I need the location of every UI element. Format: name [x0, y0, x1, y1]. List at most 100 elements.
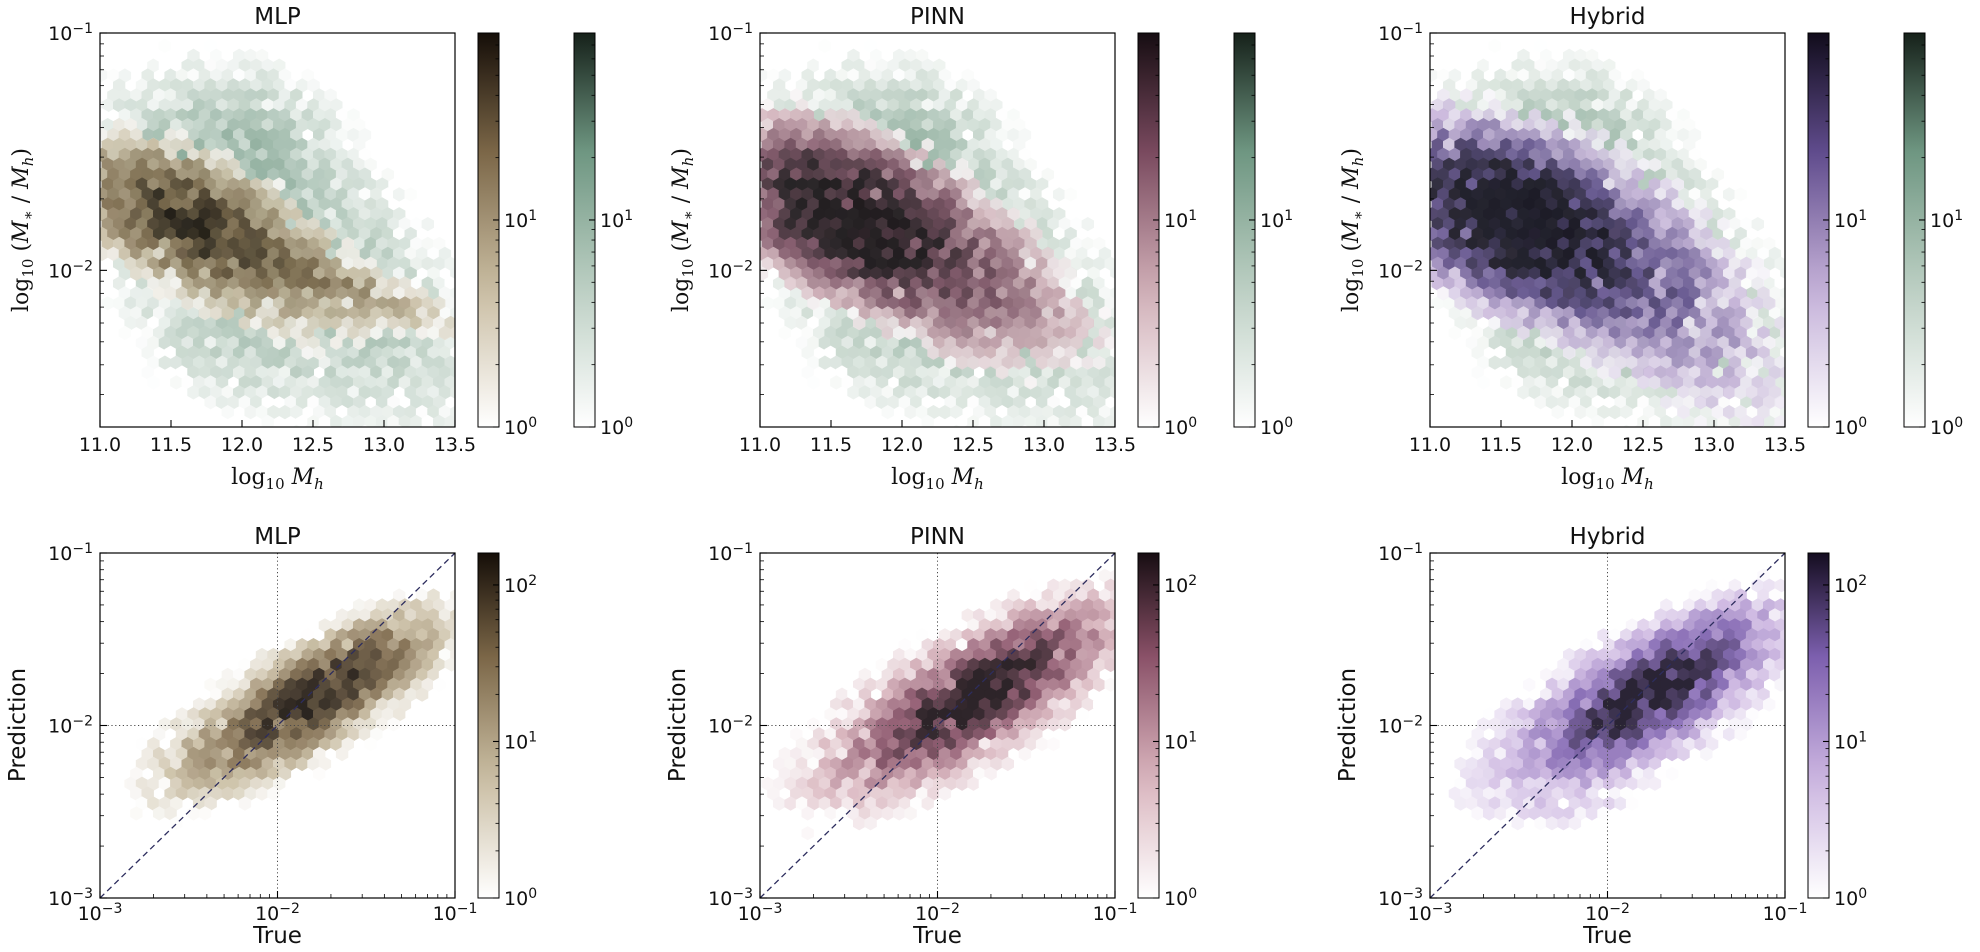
tick-label: 11.0	[1409, 434, 1451, 456]
tick-label: 12.5	[952, 434, 994, 456]
tick-label: 12.5	[292, 434, 334, 456]
tick-label: 100	[1834, 415, 1867, 439]
tick-label: 11.0	[79, 434, 121, 456]
tick-label: 10−2	[48, 714, 93, 738]
hexbin-panel-bottom-hybrid: 10−3 10−2 10−1 10−1 10−2 10−3 102 101 100	[1378, 541, 1867, 925]
tick-label: 101	[504, 208, 537, 232]
hexbin-layer-prediction-vs-true	[761, 568, 1115, 841]
tick-label: 100	[1164, 886, 1197, 910]
panel-title-top-hybrid: Hybrid	[1569, 4, 1646, 30]
tick-label: 10−3	[78, 901, 123, 925]
hexbin-layer-prediction-vs-true	[1448, 568, 1785, 831]
hexbin-panel-bottom-mlp: 10−3 10−2 10−1 10−1 10−2 10−3 102 101 100	[48, 541, 537, 925]
tick-label: 10−2	[1585, 901, 1630, 925]
y-axis-label: log10 (M∗ / Mh)	[669, 148, 697, 312]
x-axis-label: log10 Mh	[1561, 465, 1654, 493]
tick-label: 10−3	[1378, 886, 1423, 910]
identity-line	[759, 552, 1116, 899]
tick-label: 100	[1260, 415, 1293, 439]
tick-label: 13.0	[363, 434, 405, 456]
tick-label: 100	[504, 886, 537, 910]
tick-label: 11.0	[739, 434, 781, 456]
identity-line	[1429, 552, 1786, 899]
hexbin-panel-top-hybrid: 11.0 11.5 12.0 12.5 13.0 13.5 10−1 10−2 log10 Mh…	[1339, 21, 1963, 493]
tick-label: 13.0	[1693, 434, 1735, 456]
panel-title-bottom-mlp: MLP	[254, 524, 301, 550]
tick-label: 10−1	[433, 901, 478, 925]
tick-label: 102	[1164, 573, 1197, 597]
tick-label: 100	[600, 415, 633, 439]
tick-label: 13.5	[1094, 434, 1136, 456]
y-axis-label-prediction-pinn: Prediction	[665, 667, 691, 783]
tick-label: 12.0	[221, 434, 263, 456]
plot-frame	[759, 32, 1116, 428]
tick-label: 10−2	[48, 258, 93, 282]
y-axis-label: log10 (M∗ / Mh)	[1339, 148, 1367, 312]
tick-label: 12.0	[881, 434, 923, 456]
tick-label: 102	[1834, 573, 1867, 597]
colorbar-counts	[477, 552, 500, 899]
x-axis-label-true-hybrid: True	[1583, 923, 1632, 949]
tick-label: 11.5	[1480, 434, 1522, 456]
tick-label: 10−3	[1408, 901, 1453, 925]
tick-label: 10−3	[738, 901, 783, 925]
tick-label: 11.5	[810, 434, 852, 456]
colorbar-prediction-counts	[1137, 32, 1160, 428]
tick-label: 13.5	[1764, 434, 1806, 456]
tick-label: 10−1	[708, 541, 753, 565]
x-axis-label: log10 Mh	[891, 465, 984, 493]
colorbar-prediction-counts	[1807, 32, 1830, 428]
tick-label: 10−1	[1763, 901, 1808, 925]
panel-title-top-mlp: MLP	[254, 4, 301, 30]
x-axis-label-true-pinn: True	[913, 923, 962, 949]
tick-label: 100	[1164, 415, 1197, 439]
tick-label: 100	[1834, 886, 1867, 910]
tick-label: 10−2	[708, 258, 753, 282]
hexbin-layer-prediction	[760, 88, 1115, 390]
tick-label: 10−1	[48, 21, 93, 45]
tick-label: 11.5	[150, 434, 192, 456]
panel-title-bottom-hybrid: Hybrid	[1569, 524, 1646, 550]
tick-label: 10−2	[1378, 714, 1423, 738]
y-axis-label-prediction-mlp: Prediction	[5, 667, 31, 783]
tick-label: 101	[504, 729, 537, 753]
tick-label: 10−2	[915, 901, 960, 925]
tick-label: 10−2	[255, 901, 300, 925]
plot-frame	[1429, 32, 1786, 428]
colorbar-truth-counts	[573, 32, 596, 428]
panel-title-bottom-pinn: PINN	[909, 524, 966, 550]
colorbar-counts	[1807, 552, 1830, 899]
tick-label: 101	[1164, 729, 1197, 753]
colorbar-counts	[1137, 552, 1160, 899]
tick-label: 10−1	[1093, 901, 1138, 925]
tick-label: 10−1	[1378, 541, 1423, 565]
tick-label: 100	[1930, 415, 1963, 439]
tick-label: 101	[1260, 208, 1293, 232]
colorbar-truth-counts	[1233, 32, 1256, 428]
plot-frame	[99, 32, 456, 428]
tick-label: 13.5	[434, 434, 476, 456]
tick-label: 100	[504, 415, 537, 439]
tick-label: 10−2	[708, 714, 753, 738]
y-axis-label-prediction-hybrid: Prediction	[1335, 667, 1361, 783]
hexbin-panel-top-pinn: 11.0 11.5 12.0 12.5 13.0 13.5 10−1 10−2 log10 Mh…	[669, 21, 1293, 493]
panel-title-top-pinn: PINN	[909, 4, 966, 30]
identity-line	[99, 552, 456, 899]
tick-label: 10−1	[48, 541, 93, 565]
hexbin-layer-prediction	[1430, 88, 1785, 427]
tick-label: 12.0	[1551, 434, 1593, 456]
tick-label: 101	[600, 208, 633, 232]
x-axis-label: log10 Mh	[231, 465, 324, 493]
tick-label: 13.0	[1023, 434, 1065, 456]
hexbin-layer-prediction-vs-true	[124, 588, 455, 831]
colorbar-prediction-counts	[477, 32, 500, 428]
x-axis-label-true-mlp: True	[253, 923, 302, 949]
tick-label: 101	[1834, 729, 1867, 753]
y-axis-label: log10 (M∗ / Mh)	[9, 148, 37, 312]
tick-label: 12.5	[1622, 434, 1664, 456]
hexbin-panel-top-mlp: 11.0 11.5 12.0 12.5 13.0 13.5 10−1 10−2 log10 Mh…	[9, 21, 633, 493]
hexbin-layer-prediction	[100, 118, 455, 360]
tick-label: 10−3	[48, 886, 93, 910]
tick-label: 10−1	[1378, 21, 1423, 45]
